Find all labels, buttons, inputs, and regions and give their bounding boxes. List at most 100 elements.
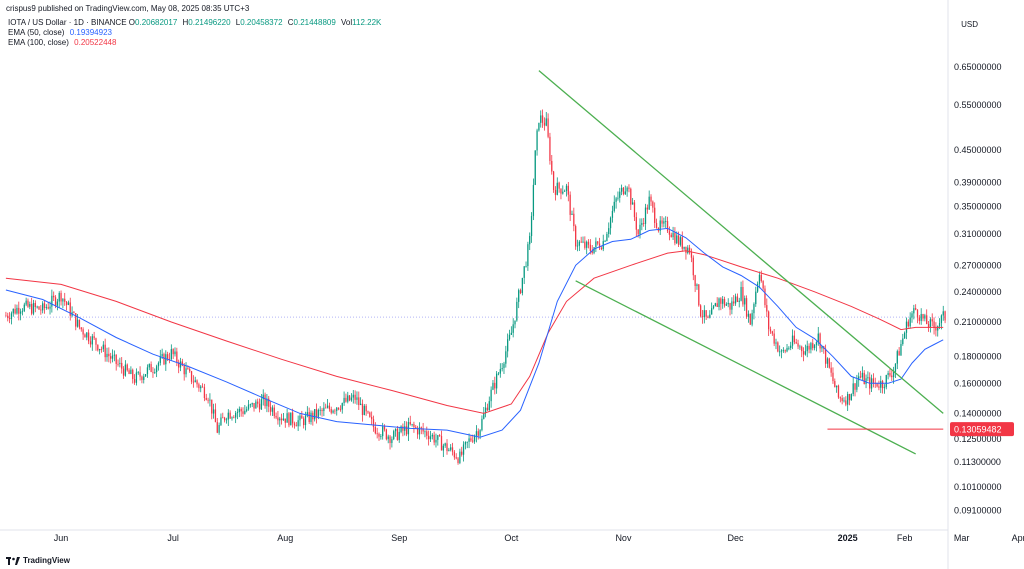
candle-body[interactable] — [885, 375, 887, 388]
candle-body[interactable] — [154, 372, 156, 373]
candle-body[interactable] — [692, 257, 694, 276]
candle-body[interactable] — [729, 302, 731, 310]
symbol-name[interactable]: IOTA / US Dollar · 1D · BINANCE — [8, 18, 127, 27]
candle-body[interactable] — [389, 436, 391, 443]
candle-body[interactable] — [620, 187, 623, 192]
candle-body[interactable] — [244, 410, 246, 414]
candle-body[interactable] — [91, 336, 93, 345]
candle-body[interactable] — [223, 417, 226, 421]
candle-body[interactable] — [23, 304, 25, 311]
candle-body[interactable] — [371, 416, 373, 420]
candle-body[interactable] — [815, 342, 818, 346]
candle-body[interactable] — [288, 413, 290, 426]
candle-body[interactable] — [170, 349, 172, 360]
candle-body[interactable] — [881, 381, 884, 389]
candle-body[interactable] — [12, 308, 14, 314]
candle-body[interactable] — [174, 351, 176, 355]
candle-body[interactable] — [262, 394, 264, 400]
candle-body[interactable] — [661, 220, 663, 224]
candle-body[interactable] — [60, 292, 62, 302]
candle-body[interactable] — [330, 409, 332, 413]
candle-body[interactable] — [461, 451, 463, 455]
candle-body[interactable] — [359, 403, 362, 406]
candle-body[interactable] — [569, 194, 571, 215]
candle-body[interactable] — [341, 403, 343, 410]
candle-body[interactable] — [295, 425, 297, 427]
candle-body[interactable] — [235, 413, 237, 418]
candle-body[interactable] — [650, 196, 652, 202]
candle-body[interactable] — [841, 398, 843, 401]
candle-body[interactable] — [887, 373, 889, 376]
candle-body[interactable] — [529, 236, 531, 245]
candle-body[interactable] — [198, 384, 200, 389]
candle-body[interactable] — [7, 315, 9, 318]
candle-body[interactable] — [477, 431, 479, 436]
candle-body[interactable] — [343, 397, 345, 404]
candle-body[interactable] — [584, 241, 586, 248]
candle-body[interactable] — [551, 160, 553, 172]
candle-body[interactable] — [464, 442, 467, 445]
candle-body[interactable] — [586, 241, 588, 248]
candle-body[interactable] — [819, 333, 821, 349]
candle-body[interactable] — [102, 344, 104, 350]
candle-body[interactable] — [929, 319, 932, 328]
candle-body[interactable] — [431, 434, 433, 437]
candle-body[interactable] — [301, 415, 303, 419]
candle-body[interactable] — [683, 246, 685, 249]
candle-body[interactable] — [242, 411, 244, 414]
candle-body[interactable] — [534, 150, 536, 185]
candle-body[interactable] — [876, 382, 878, 387]
candle-body[interactable] — [808, 345, 810, 350]
candle-body[interactable] — [723, 299, 726, 306]
candle-body[interactable] — [810, 343, 812, 350]
candle-body[interactable] — [799, 346, 801, 348]
candle-body[interactable] — [665, 221, 667, 222]
candle-body[interactable] — [84, 334, 86, 338]
candle-body[interactable] — [883, 387, 886, 389]
candle-body[interactable] — [418, 427, 421, 435]
candle-body[interactable] — [505, 351, 507, 364]
candle-body[interactable] — [31, 303, 33, 314]
candle-body[interactable] — [165, 354, 167, 365]
candle-body[interactable] — [190, 371, 193, 382]
candle-body[interactable] — [212, 409, 215, 414]
candle-body[interactable] — [404, 426, 406, 431]
candle-body[interactable] — [5, 315, 7, 317]
candle-body[interactable] — [786, 347, 788, 352]
candle-body[interactable] — [122, 368, 125, 376]
candle-body[interactable] — [931, 319, 933, 322]
candle-body[interactable] — [350, 397, 353, 401]
candle-body[interactable] — [95, 338, 97, 345]
candle-body[interactable] — [453, 451, 456, 458]
candle-body[interactable] — [821, 346, 823, 349]
candle-body[interactable] — [32, 303, 35, 314]
candle-body[interactable] — [639, 224, 641, 235]
candle-body[interactable] — [104, 344, 106, 358]
candle-body[interactable] — [922, 314, 924, 319]
candle-body[interactable] — [291, 412, 294, 424]
candle-body[interactable] — [437, 435, 439, 440]
candle-body[interactable] — [18, 307, 20, 314]
candle-body[interactable] — [731, 301, 733, 310]
candle-body[interactable] — [34, 303, 36, 308]
candle-body[interactable] — [907, 321, 909, 327]
candle-body[interactable] — [913, 308, 915, 314]
candle-body[interactable] — [668, 231, 671, 235]
candle-body[interactable] — [19, 311, 22, 314]
candle-body[interactable] — [56, 301, 59, 306]
candle-body[interactable] — [299, 415, 301, 421]
candle-body[interactable] — [707, 316, 709, 318]
candle-body[interactable] — [915, 308, 917, 310]
candle-body[interactable] — [354, 394, 356, 400]
candle-body[interactable] — [576, 245, 579, 247]
candle-body[interactable] — [310, 412, 312, 422]
candle-body[interactable] — [688, 247, 691, 253]
candle-body[interactable] — [780, 350, 783, 352]
candle-body[interactable] — [367, 411, 369, 413]
candle-body[interactable] — [439, 435, 441, 437]
candle-body[interactable] — [121, 362, 123, 369]
candle-body[interactable] — [459, 451, 461, 463]
candle-body[interactable] — [277, 417, 279, 421]
candle-body[interactable] — [293, 423, 296, 426]
